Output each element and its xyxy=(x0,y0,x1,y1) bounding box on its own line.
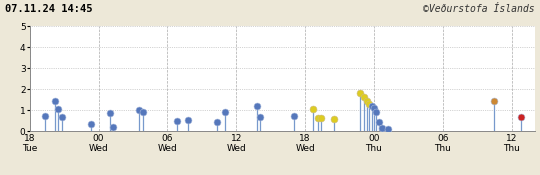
Text: ©Veðurstofa Íslands: ©Veðurstofa Íslands xyxy=(423,4,535,13)
Text: 07.11.24 14:45: 07.11.24 14:45 xyxy=(5,4,93,13)
